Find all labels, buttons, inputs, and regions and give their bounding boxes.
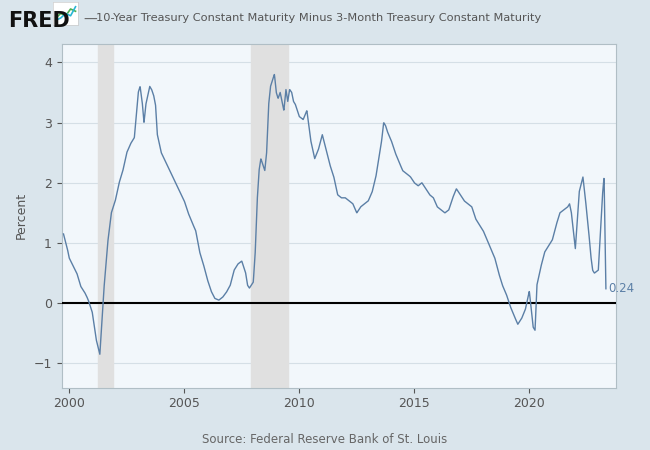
Text: 0.24: 0.24 bbox=[608, 282, 634, 295]
Y-axis label: Percent: Percent bbox=[15, 192, 28, 239]
Text: FRED: FRED bbox=[8, 11, 70, 31]
Bar bbox=[252, 44, 288, 387]
Text: 10-Year Treasury Constant Maturity Minus 3-Month Treasury Constant Maturity: 10-Year Treasury Constant Maturity Minus… bbox=[96, 13, 541, 22]
Text: —: — bbox=[83, 13, 97, 27]
Text: Source: Federal Reserve Bank of St. Louis: Source: Federal Reserve Bank of St. Loui… bbox=[202, 433, 448, 446]
Bar bbox=[98, 44, 113, 387]
